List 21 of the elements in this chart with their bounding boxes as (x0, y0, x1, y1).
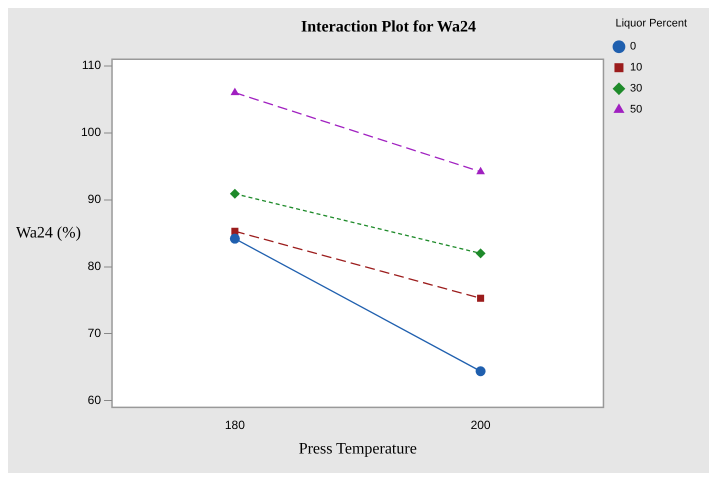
legend-label: 0 (630, 40, 636, 53)
x-tick-label: 200 (470, 418, 491, 432)
legend-label: 10 (630, 62, 642, 74)
legend-label: 30 (630, 82, 642, 95)
y-tick-label: 100 (80, 125, 102, 140)
y-axis-title: Wa24 (%) (16, 224, 81, 242)
y-tick-label: 110 (82, 58, 102, 72)
point (230, 188, 240, 199)
y-tick-label: 90 (88, 192, 102, 206)
x-axis-title: Press Temperature (298, 440, 417, 458)
y-tick-label: 70 (88, 326, 102, 340)
legend-label: 50 (630, 104, 642, 116)
y-tick-label: 60 (88, 393, 102, 408)
legend-title: Liquor Percent (615, 18, 687, 30)
point (476, 248, 486, 258)
x-tick-label: 180 (224, 418, 246, 432)
chart-title: Interaction Plot for Wa24 (301, 18, 476, 36)
y-tick-label: 80 (88, 259, 102, 274)
point (230, 234, 240, 244)
point (477, 294, 484, 302)
point (476, 366, 486, 376)
